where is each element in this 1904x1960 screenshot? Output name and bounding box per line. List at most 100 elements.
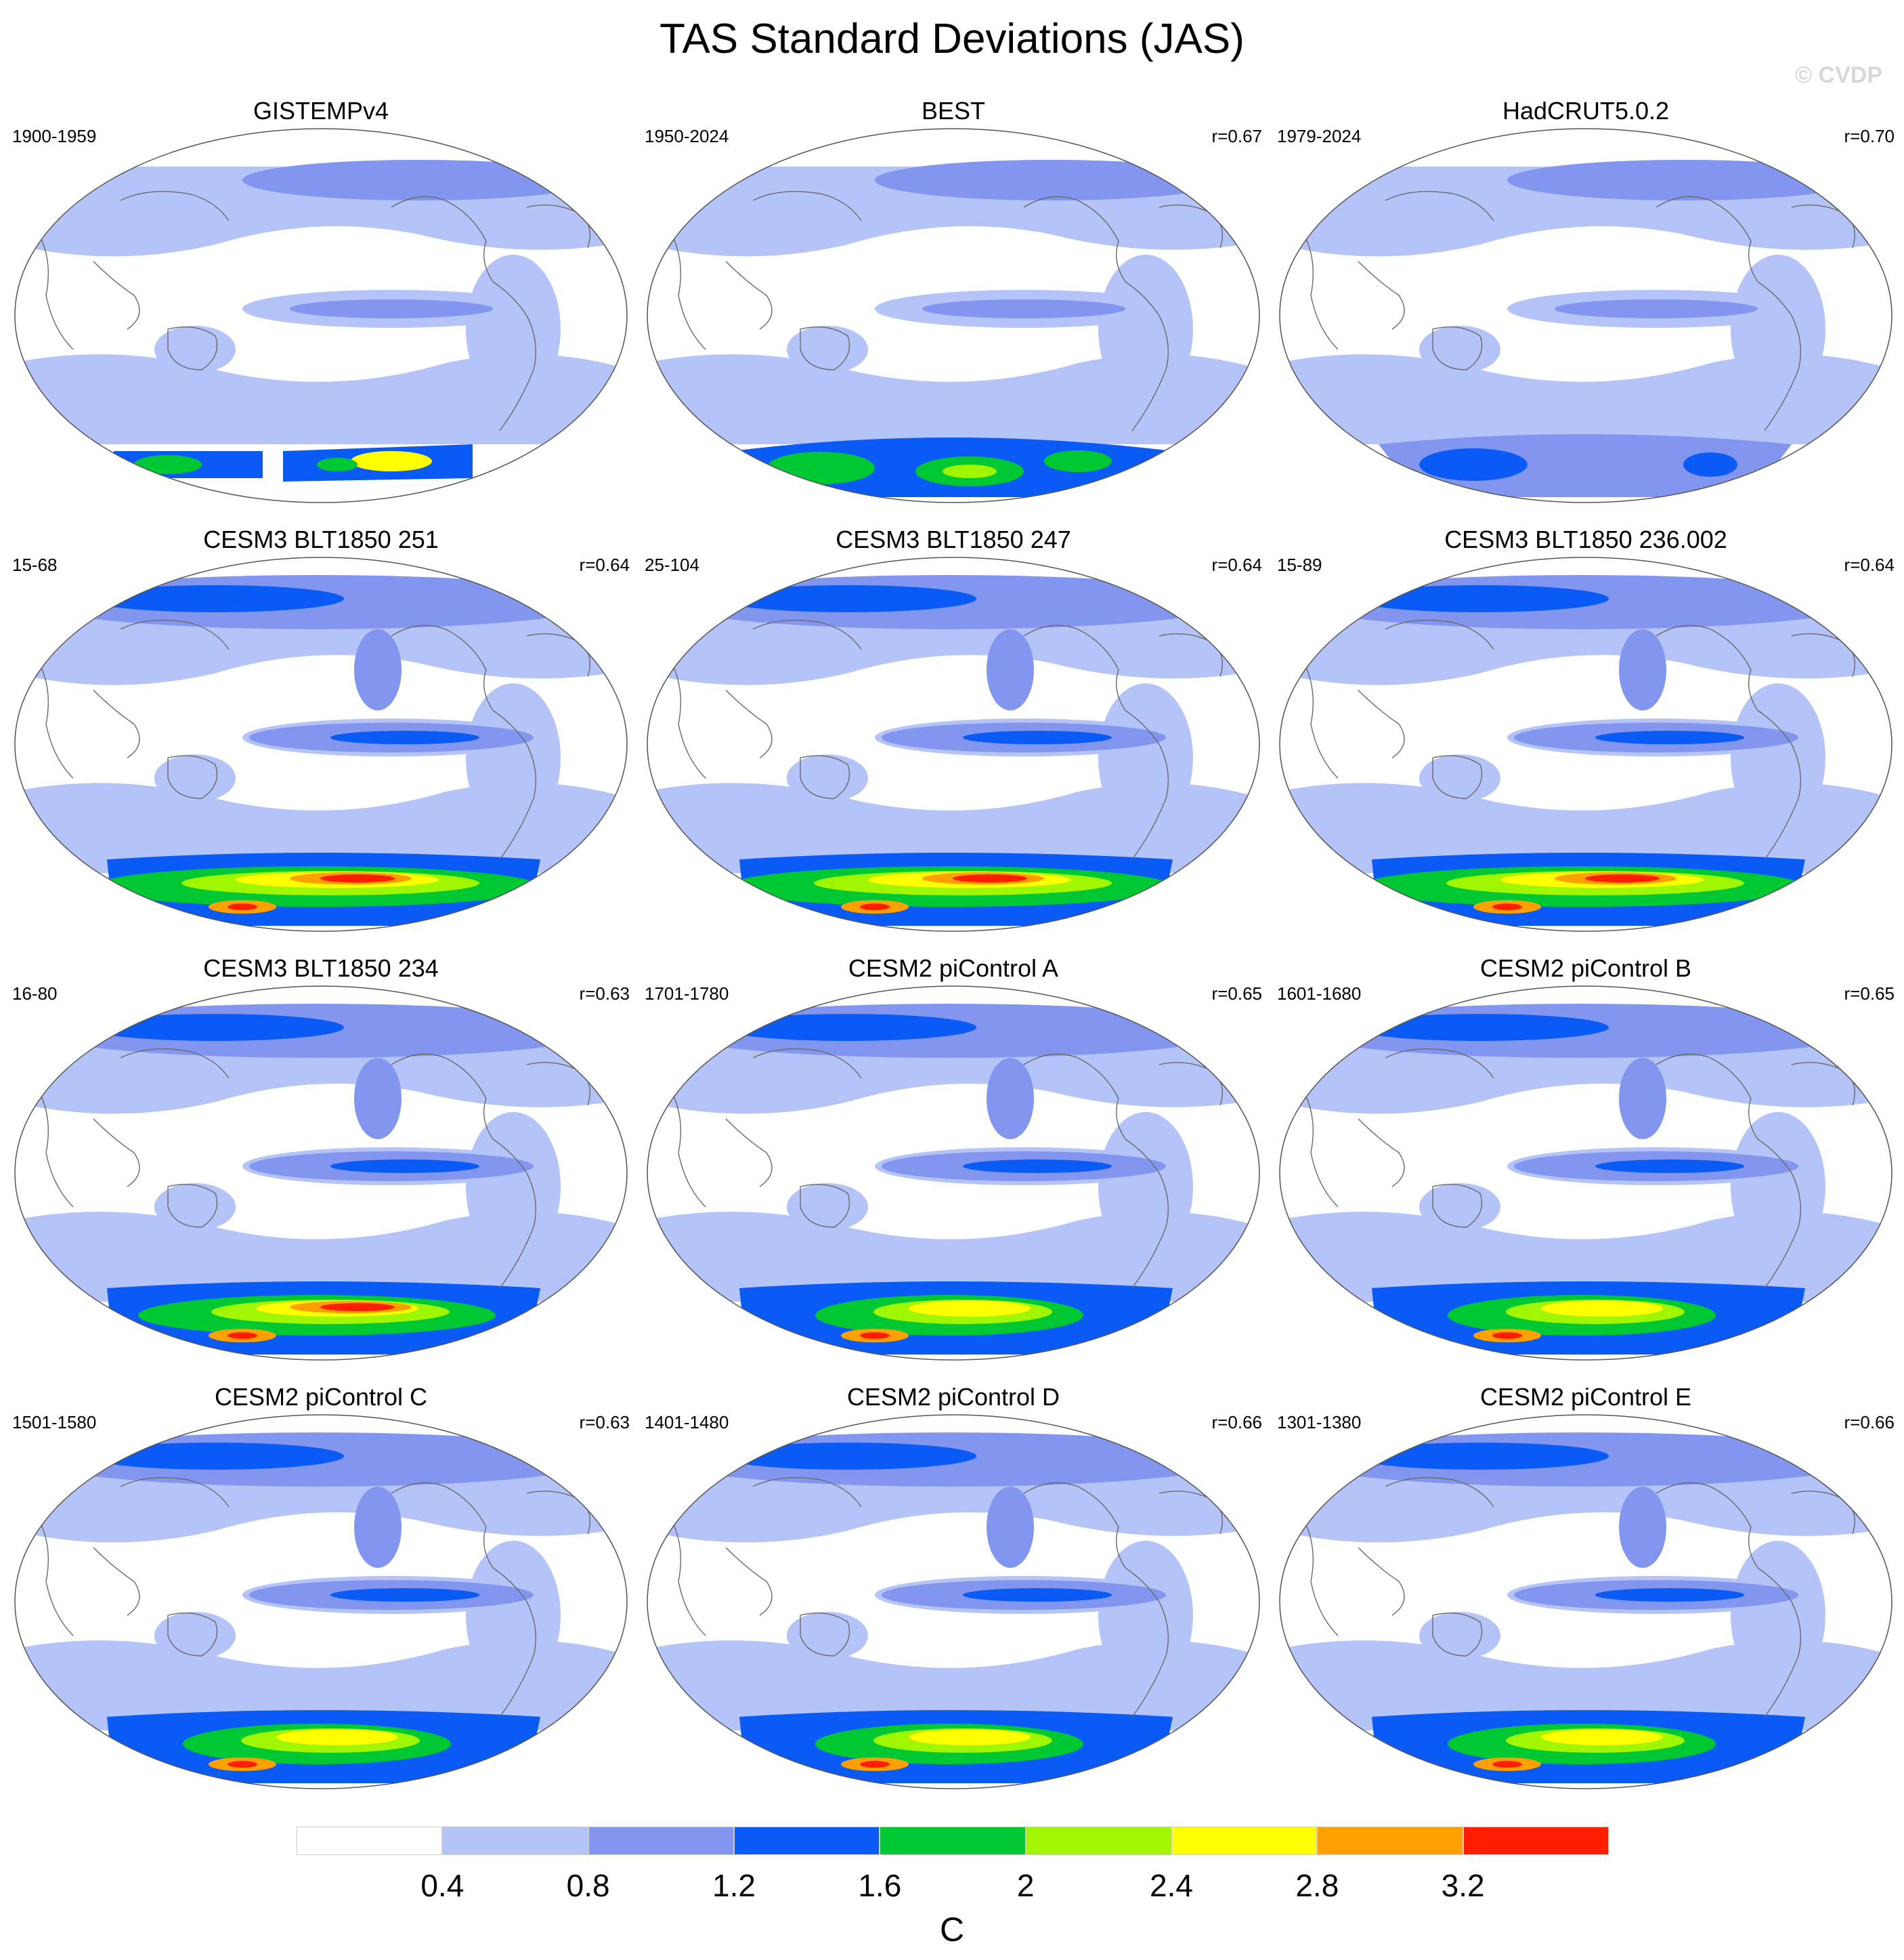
sh-band <box>647 1212 1259 1302</box>
map-outline <box>1279 128 1892 503</box>
australia-region <box>787 754 868 802</box>
antarctic-red <box>1585 874 1660 882</box>
arctic-strong <box>1351 585 1609 612</box>
coastline-1 <box>1125 1138 1169 1289</box>
coastline-0 <box>1023 196 1126 282</box>
coastline-1 <box>1125 1567 1169 1718</box>
antarctic-red <box>320 874 395 882</box>
antarctic-yellow <box>909 1300 1031 1317</box>
coastline-3 <box>1385 619 1494 650</box>
colorbar-tick-label: 2.4 <box>1150 1868 1193 1903</box>
coastline-4 <box>725 1547 773 1616</box>
coastline-3 <box>1385 1476 1494 1508</box>
antarctic-green-a <box>766 452 875 484</box>
coastline-3 <box>752 1048 862 1079</box>
north-pacific-anomaly <box>354 629 402 710</box>
sh-band <box>647 1640 1259 1730</box>
coastline-3 <box>1385 190 1494 221</box>
enso-core <box>963 731 1112 744</box>
panel-period: 1950-2024 <box>645 126 729 146</box>
antarctic-yellow <box>1541 1729 1663 1745</box>
coastline-6 <box>1303 662 1339 779</box>
enso-core <box>330 1588 479 1602</box>
coastline-5 <box>1432 1612 1483 1657</box>
coastline-4 <box>93 1547 140 1616</box>
ross-sea-core <box>228 1761 257 1768</box>
colorbar-box <box>880 1827 1026 1855</box>
antarctic-red <box>953 874 1027 882</box>
coastline-5 <box>167 1612 218 1657</box>
colorbar-tick-label: 1.6 <box>858 1868 902 1903</box>
coastline-0 <box>391 196 494 282</box>
enso-band <box>1555 299 1758 318</box>
coastline-4 <box>1358 1118 1405 1187</box>
coastline-1 <box>492 281 536 431</box>
figure-title: TAS Standard Deviations (JAS) <box>659 16 1245 62</box>
ross-sea-core <box>1492 1761 1522 1768</box>
robinson-map <box>14 985 628 1361</box>
coastline-5 <box>167 326 218 370</box>
coastline-0 <box>1023 624 1126 711</box>
robinson-map <box>1279 557 1892 932</box>
australia-region <box>1419 1612 1500 1659</box>
sh-band <box>647 354 1259 444</box>
panel-pattern-correlation: r=0.64 <box>1844 555 1895 575</box>
australia-region <box>154 326 236 373</box>
panel-pattern-correlation: r=0.70 <box>1844 126 1895 146</box>
coastline-0 <box>1656 196 1758 282</box>
arctic-strong <box>1351 1443 1609 1470</box>
enso-core <box>1595 1159 1744 1173</box>
south-america-region <box>466 1541 561 1690</box>
enso-core <box>330 731 479 744</box>
coastline-6 <box>39 1520 74 1636</box>
coastline-5 <box>1432 754 1483 799</box>
coastline-1 <box>1125 710 1169 860</box>
antarctic-green-b <box>317 458 358 471</box>
australia-region <box>1419 326 1500 373</box>
australia-region <box>154 754 236 802</box>
south-america-region <box>1731 683 1825 832</box>
ross-sea-core <box>1492 1332 1522 1339</box>
coastline-1 <box>1757 710 1801 860</box>
colorbar-tick-label: 0.4 <box>420 1868 464 1903</box>
coastline-5 <box>1432 326 1483 370</box>
cvdp-watermark: © CVDP <box>1795 62 1882 88</box>
arctic-strong <box>1351 1014 1609 1041</box>
south-america-region <box>1098 683 1193 832</box>
panel-title: CESM2 piControl C <box>214 1383 428 1411</box>
panel-pattern-correlation: r=0.65 <box>1844 983 1895 1004</box>
panel-title: CESM2 piControl E <box>1479 1383 1692 1411</box>
colorbar-tick-label: 1.2 <box>712 1868 756 1903</box>
sh-band <box>647 783 1259 873</box>
robinson-map <box>647 128 1260 503</box>
panel-title: CESM3 BLT1850 236.002 <box>1444 526 1727 553</box>
panel-pattern-correlation: r=0.67 <box>1211 126 1262 146</box>
coastline-1 <box>1757 1138 1801 1289</box>
map-panel: CESM2 piControl C 1501-1580 r=0.63 <box>12 1382 630 1802</box>
coastline-4 <box>93 1118 140 1187</box>
sh-band <box>15 1212 627 1302</box>
coastline-0 <box>1656 1053 1758 1140</box>
coastline-6 <box>1303 1091 1339 1208</box>
coastline-5 <box>800 1183 850 1228</box>
coastline-4 <box>1358 1547 1405 1616</box>
map-panel: HadCRUT5.0.2 1979-2024 r=0.70 <box>1277 96 1895 516</box>
enso-core <box>330 1159 479 1173</box>
panel-title: CESM2 piControl B <box>1479 954 1692 982</box>
panel-pattern-correlation: r=0.66 <box>1844 1412 1895 1432</box>
north-pacific-anomaly <box>987 629 1034 710</box>
coastline-5 <box>800 326 850 370</box>
panel-title: CESM3 BLT1850 251 <box>203 526 439 553</box>
map-outline <box>647 557 1260 932</box>
antarctic-blue-b <box>1683 452 1737 477</box>
north-pacific-anomaly <box>354 1058 402 1139</box>
south-america-region <box>1098 1541 1193 1690</box>
antarctic-red <box>320 1303 395 1311</box>
arctic-strong <box>719 585 976 612</box>
panel-period: 1401-1480 <box>645 1412 729 1432</box>
coastline-4 <box>725 1118 773 1187</box>
panel-pattern-correlation: r=0.63 <box>579 1412 630 1432</box>
antarctic-blue-a <box>1419 448 1528 481</box>
enso-core <box>1595 731 1744 744</box>
map-outline <box>14 128 628 503</box>
